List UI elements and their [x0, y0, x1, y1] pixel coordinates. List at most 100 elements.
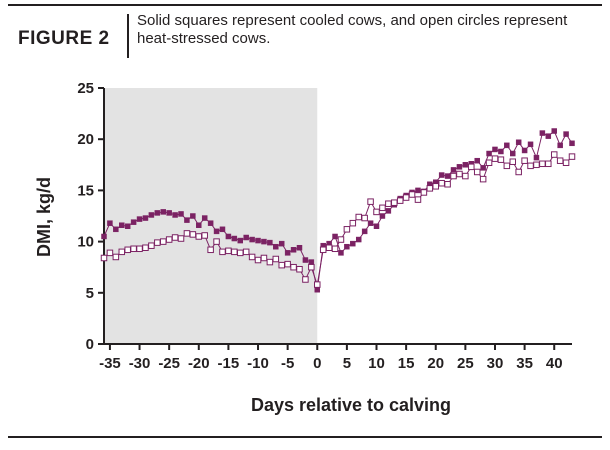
filled-square-point — [450, 167, 457, 173]
filled-square-point — [492, 146, 498, 153]
open-square-point — [343, 226, 351, 233]
filled-square-point — [107, 220, 113, 226]
open-square-point — [562, 159, 570, 167]
filled-square-point — [296, 244, 303, 251]
filled-square-point — [154, 210, 161, 216]
filled-square-point — [480, 165, 486, 171]
filled-square-point — [308, 259, 315, 265]
filled-square-point — [267, 239, 273, 246]
x-tick-label: 25 — [457, 355, 474, 372]
open-square-point — [408, 191, 416, 198]
filled-square-point — [130, 219, 137, 225]
open-square-point — [503, 162, 511, 170]
filled-square-point — [302, 257, 309, 263]
filled-square-point — [255, 237, 261, 244]
open-square-point — [272, 255, 280, 263]
filled-square-point — [142, 215, 149, 221]
open-square-point — [106, 249, 114, 257]
open-square-point — [177, 235, 185, 242]
open-square-point — [379, 204, 386, 212]
open-square-point — [456, 170, 463, 178]
open-square-point — [450, 172, 457, 180]
open-square-point — [242, 248, 250, 256]
filled-square-point — [498, 148, 504, 155]
x-tick-label: -30 — [129, 355, 151, 372]
open-square-point — [432, 183, 439, 190]
series-layer — [100, 128, 576, 293]
filled-square-point — [551, 128, 557, 134]
open-square-point — [225, 247, 232, 255]
open-square-point — [201, 232, 208, 239]
filled-square-point — [201, 215, 208, 221]
filled-square-point — [124, 223, 131, 229]
filled-square-point — [231, 235, 238, 242]
filled-square-point — [521, 147, 528, 154]
y-tick-label: 0 — [86, 336, 94, 353]
filled-square-point — [249, 236, 255, 243]
filled-square-point — [415, 187, 421, 194]
dmi-chart: 0 5 10 15 20 25 -35 -30 -25 -20 -15 -10 -5 0 5 10 15 20 25… — [34, 80, 576, 415]
open-square-point — [195, 233, 203, 240]
open-square-point — [213, 238, 220, 245]
open-square-point — [337, 236, 345, 243]
open-square-point — [527, 162, 534, 170]
open-square-point — [325, 244, 333, 251]
filled-square-point — [284, 250, 291, 256]
open-square-point — [568, 153, 576, 160]
open-square-point — [473, 168, 481, 176]
figure-label: FIGURE 2 — [18, 28, 110, 49]
open-square-point — [462, 172, 469, 180]
open-square-point — [491, 155, 499, 162]
figure-header: FIGURE 2 Solid squares represent cooled … — [8, 6, 602, 62]
filled-square-point — [225, 233, 232, 240]
open-square-point — [290, 263, 297, 271]
filled-square-point — [243, 234, 249, 241]
filled-square-point — [190, 213, 196, 219]
open-square-point — [142, 244, 149, 251]
open-square-point — [314, 281, 321, 288]
filled-square-point — [504, 142, 510, 149]
open-square-point — [509, 158, 517, 165]
filled-square-point — [355, 236, 362, 243]
open-square-point — [515, 168, 522, 176]
x-tick-label: 20 — [427, 355, 444, 372]
x-tick-label: -35 — [99, 355, 121, 372]
filled-square-point — [563, 131, 569, 137]
axis-ticks: 0 5 10 15 20 25 -35 -30 -25 -20 -15 -10 -5 0 5 10 15 20 25… — [77, 80, 562, 372]
open-square-point — [136, 245, 143, 253]
open-square-point — [237, 249, 244, 257]
open-square-point — [391, 199, 398, 206]
open-square-point — [278, 261, 285, 269]
filled-square-point — [219, 226, 226, 233]
filled-square-point — [119, 222, 125, 228]
x-tick-label: 10 — [368, 355, 385, 372]
filled-square-point — [172, 212, 178, 218]
filled-square-point — [261, 238, 267, 245]
y-tick-label: 10 — [77, 234, 94, 251]
x-tick-label: -5 — [281, 355, 294, 372]
open-square-point — [260, 254, 268, 262]
open-square-point — [165, 236, 173, 243]
open-square-point — [349, 219, 357, 227]
filled-square-point — [539, 130, 546, 136]
filled-square-point — [314, 286, 321, 293]
open-square-point — [124, 246, 131, 254]
open-square-point — [539, 160, 546, 168]
open-square-point — [414, 196, 422, 203]
open-square-point — [426, 185, 434, 192]
open-square-point — [183, 230, 191, 237]
filled-square-point — [486, 150, 492, 157]
open-square-point — [479, 175, 487, 183]
filled-square-point — [338, 250, 344, 256]
open-square-point — [402, 194, 410, 201]
open-square-point — [367, 198, 374, 205]
filled-square-point — [290, 247, 297, 253]
open-square-point — [396, 197, 404, 204]
open-square-point — [533, 161, 540, 169]
filled-square-point — [332, 233, 338, 240]
x-tick-label: 30 — [487, 355, 504, 372]
filled-square-point — [344, 243, 350, 250]
x-tick-label: 40 — [546, 355, 563, 372]
open-square-point — [545, 160, 552, 168]
filled-square-point — [273, 243, 279, 250]
